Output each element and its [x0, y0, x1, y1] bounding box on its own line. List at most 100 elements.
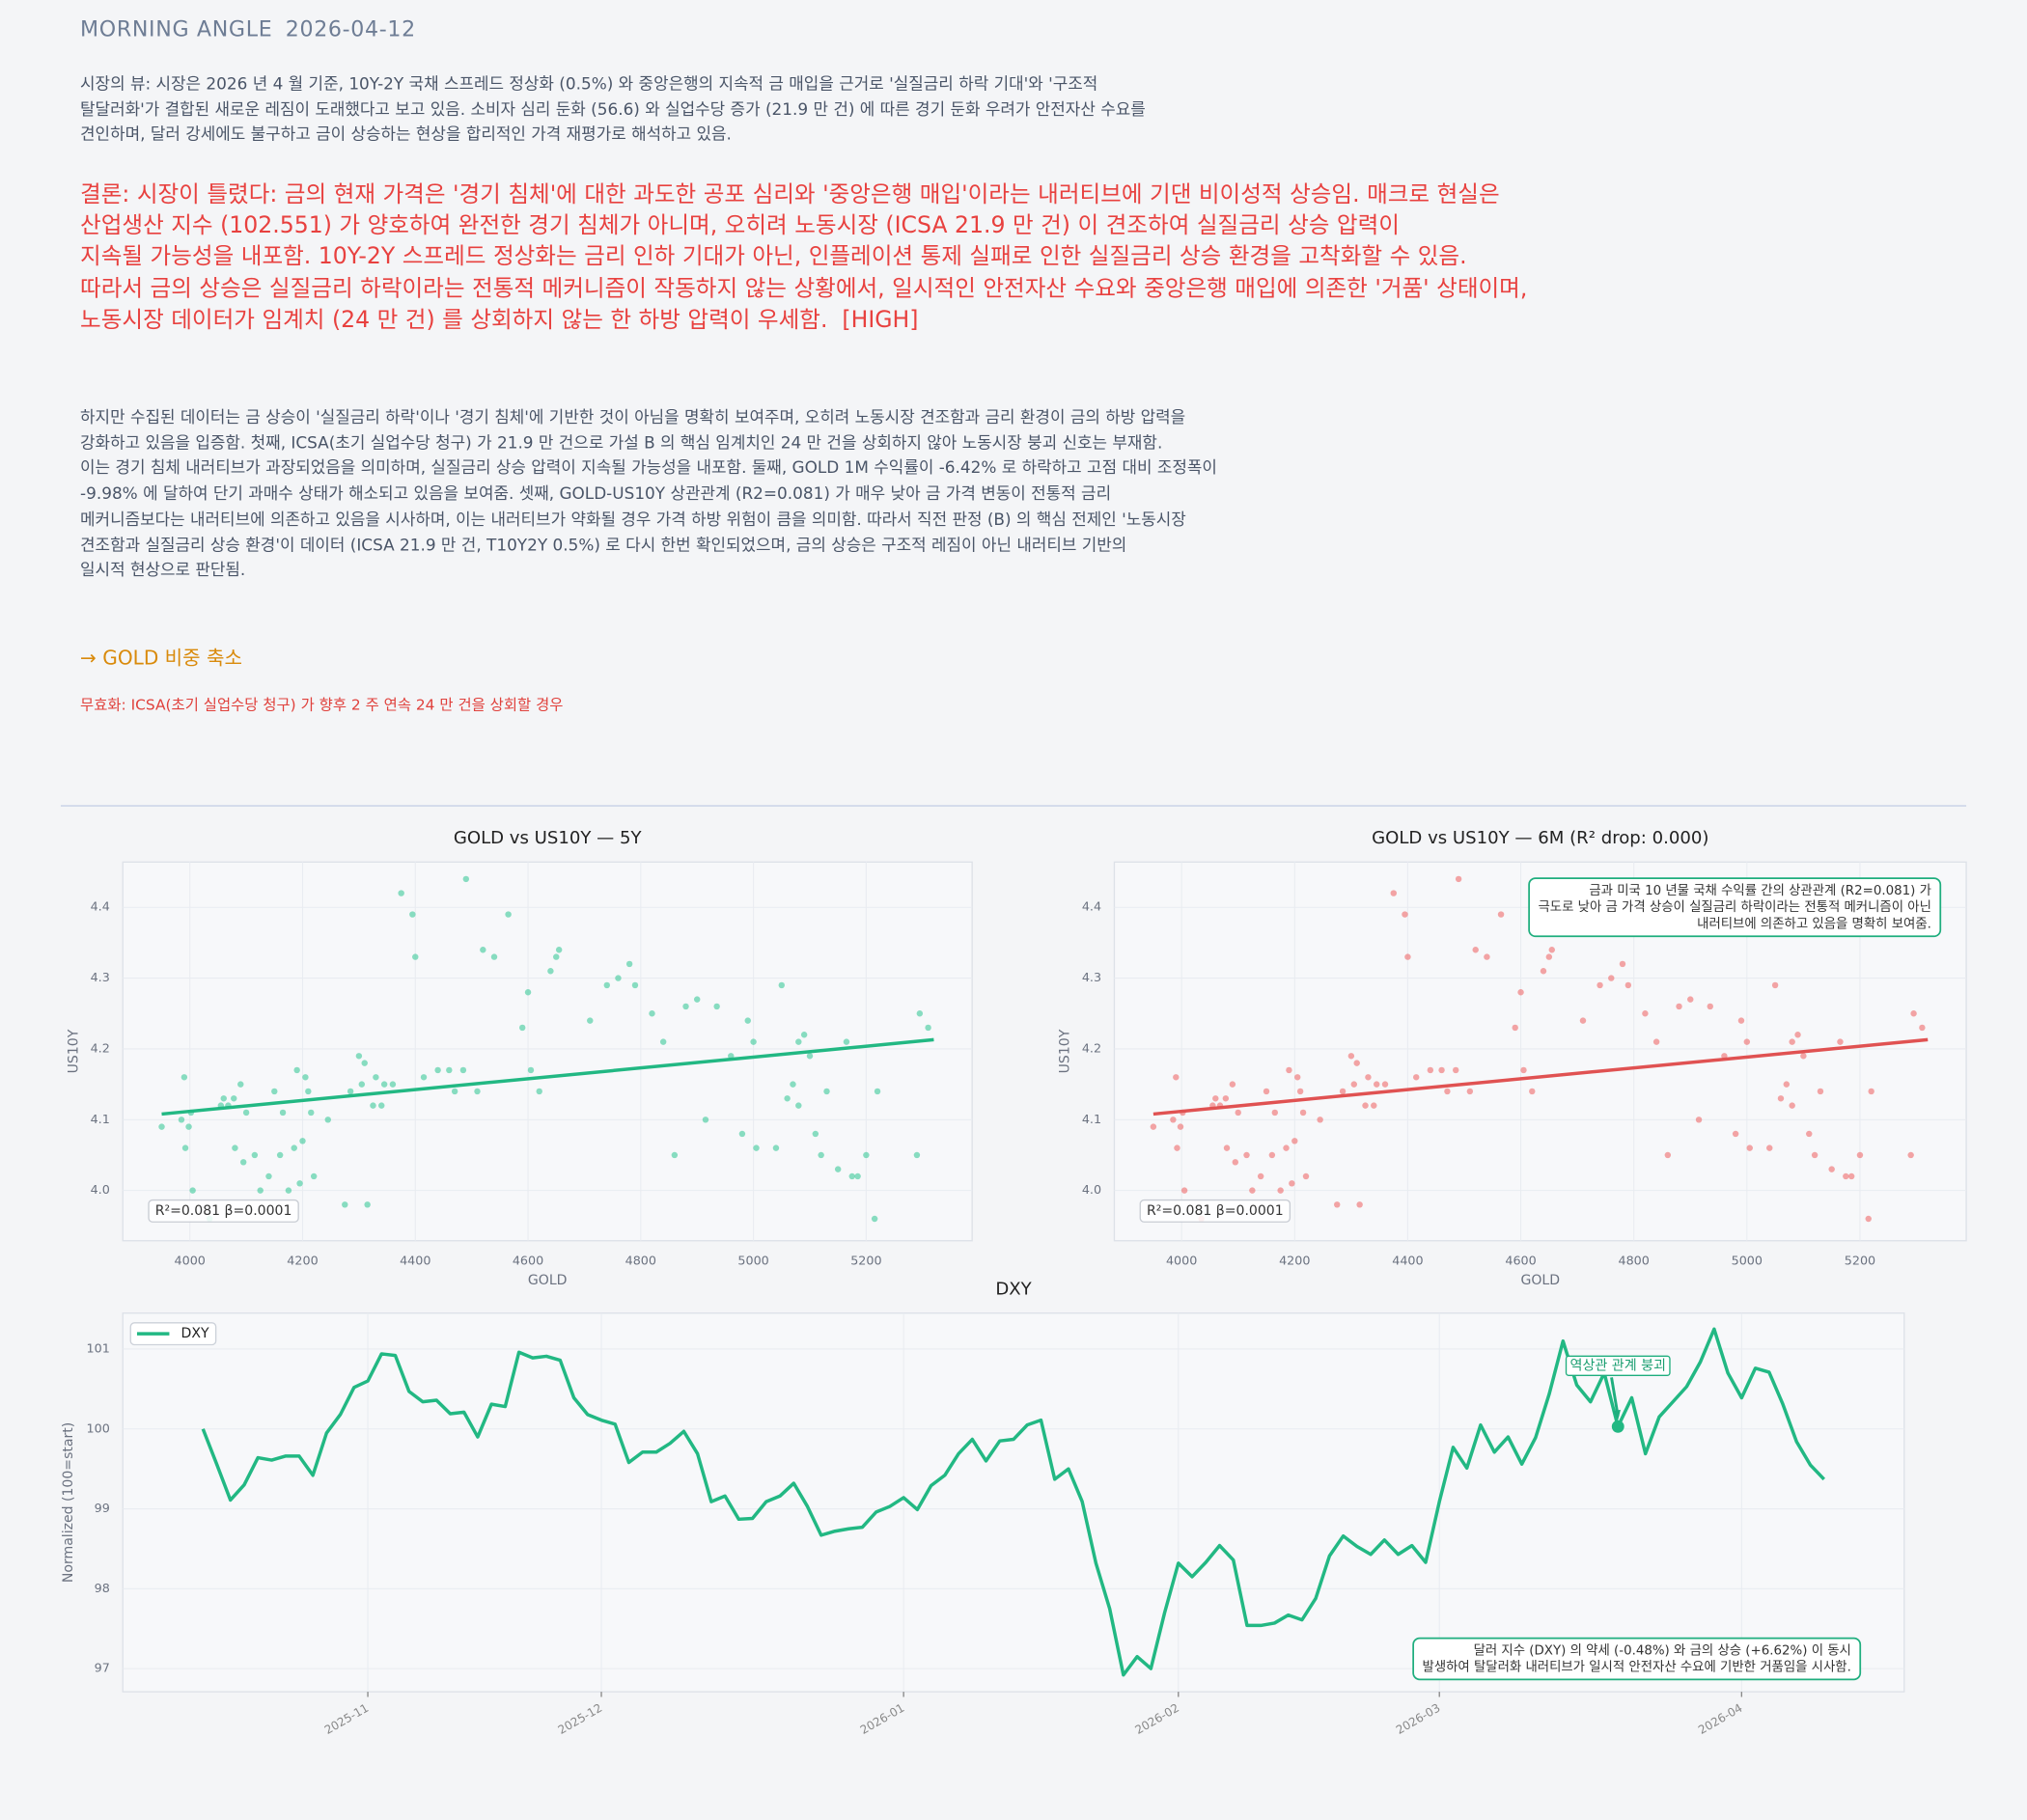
point: [1732, 1130, 1739, 1138]
point: [412, 953, 419, 960]
x-tick-label: 4800: [625, 1254, 656, 1268]
point: [446, 1066, 453, 1074]
x-axis-label: GOLD: [1520, 1273, 1560, 1288]
point: [276, 1151, 284, 1159]
point: [1466, 1088, 1474, 1095]
point: [420, 1074, 428, 1081]
point: [1771, 981, 1779, 989]
highlight-point: [1611, 1420, 1624, 1433]
point: [1402, 911, 1408, 918]
point: [361, 1060, 368, 1066]
y-tick-label: 4.4: [1082, 899, 1101, 914]
legend: DXY: [136, 1326, 209, 1341]
chart-title: GOLD vs US10Y — 6M (R² drop: 0.000): [1372, 828, 1708, 848]
x-tick-label: 4000: [175, 1254, 206, 1268]
point: [1743, 1038, 1751, 1045]
point: [342, 1201, 348, 1208]
point: [812, 1130, 819, 1138]
point: [1212, 1095, 1219, 1102]
point: [1777, 1095, 1785, 1102]
point: [874, 1088, 881, 1095]
point: [158, 1123, 165, 1130]
x-tick-label: 2026-01: [858, 1701, 907, 1737]
point: [863, 1151, 870, 1159]
point: [1177, 1123, 1184, 1130]
text-line: -9.98% 에 달하여 단기 과매수 상태가 해소되고 있음을 보여줌. 셋째…: [80, 483, 1112, 504]
point: [818, 1151, 824, 1159]
point: [291, 1144, 297, 1151]
point: [800, 1032, 808, 1038]
point: [1374, 1081, 1380, 1088]
analysis: 하지만 수집된 데이터는 금 상승이 '실질금리 하락'이나 '경기 침체'에 …: [80, 404, 1217, 583]
point: [1371, 1102, 1377, 1109]
point: [524, 989, 532, 996]
point: [693, 996, 701, 1003]
note-line: 달러 지수 (DXY) 의 약세 (-0.48%) 와 금의 상승 (+6.62…: [1474, 1642, 1851, 1658]
point: [1783, 1081, 1791, 1088]
x-axis-label: GOLD: [528, 1273, 568, 1288]
note-line: 내러티브에 의존하고 있음을 명확히 보여줌.: [1697, 917, 1931, 932]
point: [279, 1109, 287, 1117]
point: [1695, 1117, 1703, 1123]
highlight-arrowhead: [1612, 1409, 1621, 1420]
point: [1294, 1074, 1301, 1081]
text-line: 견조함과 실질금리 상승 환경'이 데이터 (ICSA 21.9 만 건, T1…: [80, 534, 1127, 554]
point: [1642, 1010, 1649, 1017]
header-date: 2026-04-12: [285, 16, 416, 41]
y-tick-label: 4.2: [1082, 1040, 1101, 1055]
y-tick-label: 4.0: [1082, 1182, 1101, 1197]
point: [1232, 1159, 1239, 1166]
point: [744, 1017, 751, 1024]
line: [201, 1327, 1825, 1677]
point: [848, 1172, 855, 1180]
point: [308, 1109, 315, 1117]
point: [459, 1066, 467, 1074]
text-line: 결론: 시장이 틀렸다: 금의 현재 가격은 '경기 침체'에 대한 과도한 공…: [80, 181, 1500, 208]
y-tick-label: 99: [95, 1501, 110, 1515]
point: [1540, 968, 1547, 975]
point: [784, 1095, 791, 1102]
point: [1222, 1095, 1230, 1102]
point: [1910, 1010, 1917, 1017]
point: [1497, 911, 1505, 918]
point: [451, 1088, 458, 1095]
point: [293, 1066, 300, 1074]
point: [750, 1038, 757, 1045]
stats-box: R²=0.081 β=0.0001: [1147, 1203, 1284, 1219]
point: [409, 911, 416, 918]
point: [1529, 1088, 1536, 1095]
point: [242, 1109, 250, 1117]
point: [518, 1024, 526, 1032]
point: [916, 1010, 924, 1017]
point: [1381, 1081, 1389, 1088]
y-tick-label: 4.1: [91, 1112, 110, 1126]
point: [378, 1102, 385, 1109]
point: [1438, 1066, 1445, 1074]
point: [1548, 947, 1555, 953]
point: [251, 1151, 259, 1159]
point: [1817, 1088, 1824, 1095]
y-tick-label: 97: [95, 1661, 110, 1675]
point: [1268, 1151, 1276, 1159]
highlight-label-box: 역상관 관계 붕괴: [1570, 1358, 1666, 1373]
point: [547, 968, 554, 975]
point: [659, 1038, 667, 1045]
stats-frame: [1139, 1199, 1291, 1223]
text-line: 산업생산 지수 (102.551) 가 양호하여 완전한 경기 침체가 아니며,…: [80, 213, 1400, 240]
point: [913, 1151, 921, 1159]
point: [649, 1010, 655, 1017]
point: [1517, 989, 1524, 996]
stats-label: R²=0.081 β=0.0001: [155, 1203, 292, 1219]
point: [302, 1074, 309, 1081]
text-line: 메커니즘보다는 내러티브에 의존하고 있음을 시사하며, 이는 내러티브가 약화…: [80, 509, 1186, 529]
point: [364, 1201, 371, 1208]
trend-line: [1152, 1037, 1929, 1117]
point: [1789, 1102, 1795, 1109]
point: [370, 1102, 376, 1109]
header-title: MORNING ANGLE: [80, 16, 273, 41]
text-line: 탈달러화'가 결합된 새로운 레짐이 도래했다고 보고 있음. 소비자 심리 둔…: [80, 98, 1146, 119]
point: [1579, 1017, 1587, 1024]
point: [1545, 953, 1553, 960]
